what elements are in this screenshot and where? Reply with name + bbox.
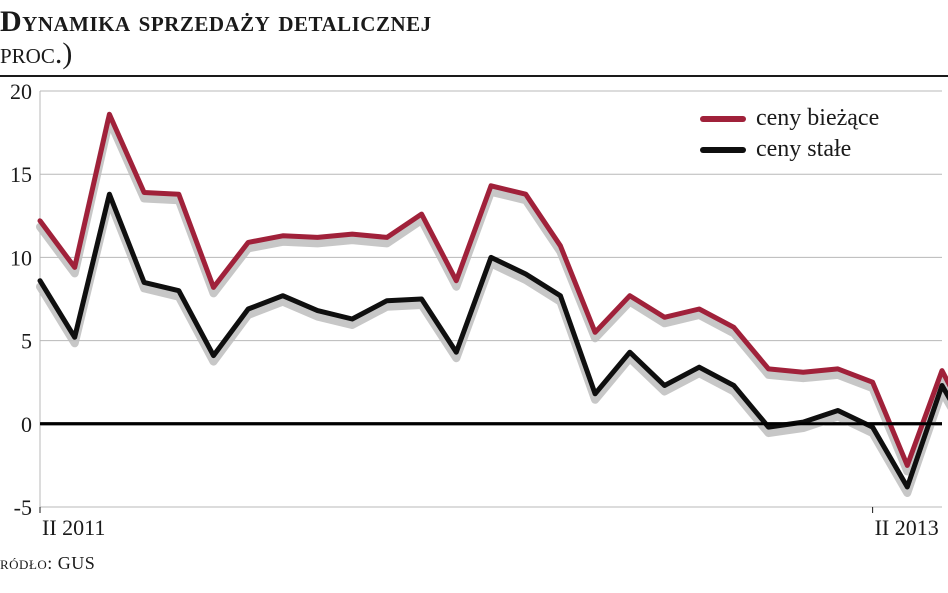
chart-area: -505101520II 2011II 2013 ceny bieżącecen… — [0, 75, 948, 547]
svg-text:15: 15 — [10, 162, 32, 187]
legend-label: ceny bieżące — [756, 105, 879, 132]
legend-item-ceny_stale: ceny stałe — [700, 136, 879, 163]
svg-text:5: 5 — [21, 329, 32, 354]
legend-swatch — [700, 147, 746, 153]
legend: ceny bieżące ceny stałe — [700, 101, 879, 167]
legend-label: ceny stałe — [756, 136, 851, 163]
source-value: GUS — [58, 553, 96, 573]
chart-subtitle: proc.) — [0, 38, 948, 70]
chart-source: ródło: GUS — [0, 553, 948, 574]
chart-title: Dynamika sprzedaży detalicznej — [0, 6, 948, 38]
svg-text:II 2011: II 2011 — [42, 515, 105, 540]
svg-text:20: 20 — [10, 79, 32, 104]
svg-text:0: 0 — [21, 412, 32, 437]
svg-text:10: 10 — [10, 245, 32, 270]
legend-swatch — [700, 116, 746, 122]
svg-text:II 2013: II 2013 — [875, 515, 939, 540]
svg-text:-5: -5 — [14, 495, 32, 520]
source-label: ródło: — [0, 553, 53, 573]
legend-item-ceny_biezace: ceny bieżące — [700, 105, 879, 132]
